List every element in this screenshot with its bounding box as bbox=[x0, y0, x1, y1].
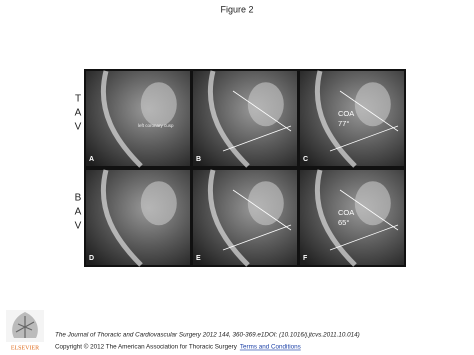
tissue-shape bbox=[140, 181, 177, 226]
publisher-name: ELSEVIER bbox=[11, 345, 39, 351]
tissue-shape bbox=[354, 181, 391, 226]
vessel-wall bbox=[207, 169, 250, 267]
panel-letter: B bbox=[196, 156, 201, 163]
row-letter: V bbox=[75, 221, 82, 232]
row-letter: T bbox=[75, 94, 81, 105]
annotation: COA bbox=[338, 109, 354, 118]
citation: The Journal of Thoracic and Cardiovascul… bbox=[55, 332, 360, 339]
row-letter: A bbox=[75, 108, 82, 119]
measure-line bbox=[232, 90, 292, 132]
annotation: 77° bbox=[338, 119, 349, 128]
tissue-shape bbox=[354, 82, 391, 127]
row-letter: A bbox=[75, 207, 82, 218]
terms-link[interactable]: Terms and Conditions bbox=[240, 344, 301, 351]
measure-line bbox=[339, 90, 399, 132]
measure-line bbox=[222, 125, 292, 152]
measure-line bbox=[329, 125, 399, 152]
panel-letter: F bbox=[303, 255, 308, 262]
vessel-wall bbox=[314, 70, 357, 168]
annotation: COA bbox=[338, 208, 354, 217]
measure-line bbox=[339, 189, 399, 231]
figure-title: Figure 2 bbox=[220, 4, 253, 14]
panel-letter: A bbox=[89, 156, 94, 163]
panel-letter: D bbox=[89, 255, 94, 262]
row-letter: B bbox=[75, 193, 82, 204]
tissue-shape bbox=[247, 82, 284, 127]
panel-letter: C bbox=[303, 156, 308, 163]
tissue-shape bbox=[247, 181, 284, 226]
annotation: 65° bbox=[338, 218, 349, 227]
panel-letter: E bbox=[196, 255, 201, 262]
row-letter: V bbox=[75, 122, 82, 133]
measure-line bbox=[232, 189, 292, 231]
copyright: Copyright © 2012 The American Associatio… bbox=[55, 343, 238, 351]
vessel-wall bbox=[314, 169, 357, 267]
vessel-wall bbox=[100, 169, 143, 267]
measure-line bbox=[329, 224, 399, 251]
vessel-wall bbox=[100, 70, 143, 168]
measure-line bbox=[222, 224, 292, 251]
annotation: left coronary cusp bbox=[138, 123, 174, 128]
publisher-logo: ELSEVIER bbox=[6, 310, 44, 351]
vessel-wall bbox=[207, 70, 250, 168]
tissue-shape bbox=[140, 82, 177, 127]
